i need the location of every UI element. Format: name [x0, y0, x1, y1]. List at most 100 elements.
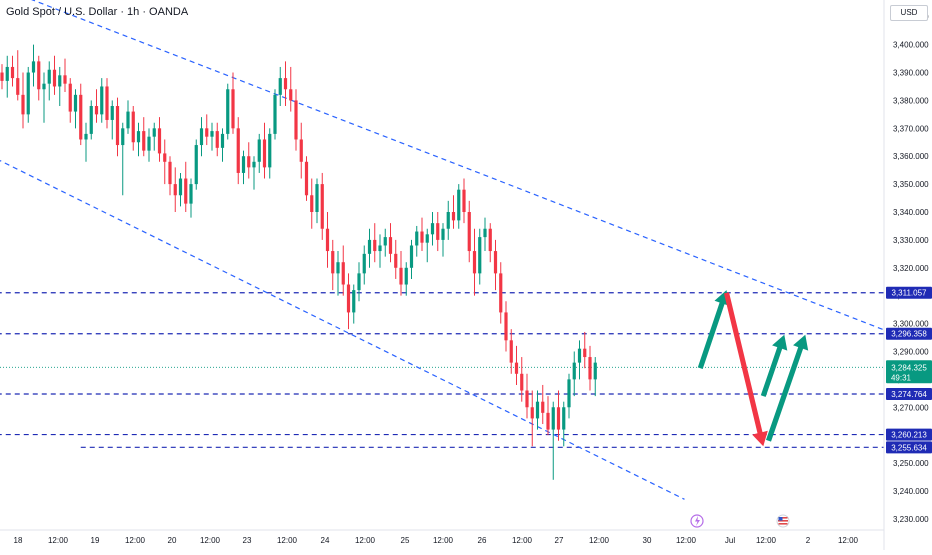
y-tick-label: 3,270.000	[893, 403, 929, 412]
candle	[136, 122, 141, 157]
candle	[315, 178, 319, 224]
candle	[493, 239, 498, 291]
candle	[173, 167, 177, 212]
candle	[331, 239, 335, 291]
x-tick-label: 20	[168, 536, 177, 545]
candle	[94, 89, 99, 123]
y-tick-label: 3,330.000	[893, 236, 929, 245]
currency-button[interactable]: USD	[890, 5, 928, 21]
candle	[283, 61, 288, 106]
candle	[357, 262, 361, 302]
candle	[79, 83, 83, 146]
x-tick-label: 12:00	[589, 536, 610, 545]
x-tick-label: 30	[643, 536, 652, 545]
candle	[184, 161, 188, 212]
candle	[499, 262, 503, 324]
arrow-down[interactable]	[724, 292, 768, 447]
candle	[451, 195, 456, 229]
candle	[320, 172, 324, 240]
y-tick-label: 3,390.000	[893, 69, 929, 78]
level-price-badge	[886, 428, 932, 441]
candle	[562, 401, 566, 447]
x-tick-label: 12:00	[355, 536, 376, 545]
x-tick-label: 27	[555, 536, 564, 545]
candle	[310, 178, 314, 229]
x-tick-label: 12:00	[838, 536, 859, 545]
y-tick-label: 3,370.000	[893, 124, 929, 133]
last-price-badge	[886, 360, 932, 384]
y-tick-label: 3,360.000	[893, 152, 929, 161]
candle	[541, 384, 545, 424]
arrow-up-2[interactable]	[760, 334, 788, 397]
arrow-up-3[interactable]	[766, 334, 809, 442]
x-tick-label: 12:00	[433, 536, 454, 545]
level-price-badge	[886, 441, 932, 454]
candle	[556, 390, 561, 441]
lower-trendline[interactable]	[0, 159, 685, 500]
candle	[126, 100, 130, 134]
candle	[399, 251, 403, 296]
candle	[262, 122, 267, 179]
candle	[514, 345, 519, 385]
candle	[441, 223, 445, 257]
x-tick-label: 12:00	[48, 536, 69, 545]
candle	[226, 83, 230, 140]
x-tick-label: 18	[14, 536, 23, 545]
candle	[362, 245, 366, 285]
arrow-up-1[interactable]	[697, 290, 730, 369]
candle	[593, 357, 597, 397]
candle	[0, 64, 4, 90]
candle	[530, 390, 534, 447]
x-tick-label: 12:00	[676, 536, 697, 545]
candle	[42, 72, 46, 123]
candle	[110, 100, 114, 140]
candle	[483, 217, 487, 252]
candle	[10, 55, 15, 87]
candle	[63, 58, 67, 93]
candle	[31, 44, 36, 87]
candle	[373, 223, 377, 263]
x-tick-label: 12:00	[277, 536, 298, 545]
candle	[436, 212, 440, 252]
candle	[336, 251, 340, 296]
level-price-label: 3,274.764	[891, 390, 927, 399]
y-tick-label: 3,340.000	[893, 208, 929, 217]
candle	[430, 212, 435, 246]
candle	[462, 178, 466, 224]
x-tick-label: 12:00	[512, 536, 533, 545]
candle	[278, 66, 282, 106]
candle	[509, 329, 513, 374]
candle	[588, 345, 592, 391]
candle	[115, 97, 120, 157]
candle	[294, 89, 298, 151]
x-tick-label: 2	[806, 536, 811, 545]
candle	[352, 284, 356, 324]
candle	[346, 273, 351, 330]
candle	[231, 72, 235, 134]
level-price-label: 3,311.057	[892, 289, 928, 298]
candle	[163, 139, 167, 185]
y-tick-label: 3,380.000	[893, 96, 929, 105]
candle	[583, 331, 587, 369]
candle	[152, 122, 156, 151]
last-price-label: 3,284.325	[891, 363, 927, 372]
candle	[520, 357, 524, 402]
candle	[367, 228, 372, 268]
candle	[37, 55, 41, 101]
candle	[478, 228, 482, 285]
candle	[567, 373, 571, 419]
chart-title: Gold Spot / U.S. Dollar · 1h · OANDA	[6, 6, 189, 18]
y-tick-label: 3,290.000	[893, 347, 929, 356]
x-tick-label: 12:00	[756, 536, 777, 545]
candle	[546, 396, 550, 436]
candle	[388, 223, 393, 263]
candle	[157, 117, 162, 162]
candle	[5, 55, 9, 98]
candle	[409, 239, 414, 279]
candle	[252, 156, 256, 190]
candle	[205, 114, 209, 146]
candle	[210, 122, 214, 151]
upper-trendline[interactable]	[0, 0, 890, 333]
